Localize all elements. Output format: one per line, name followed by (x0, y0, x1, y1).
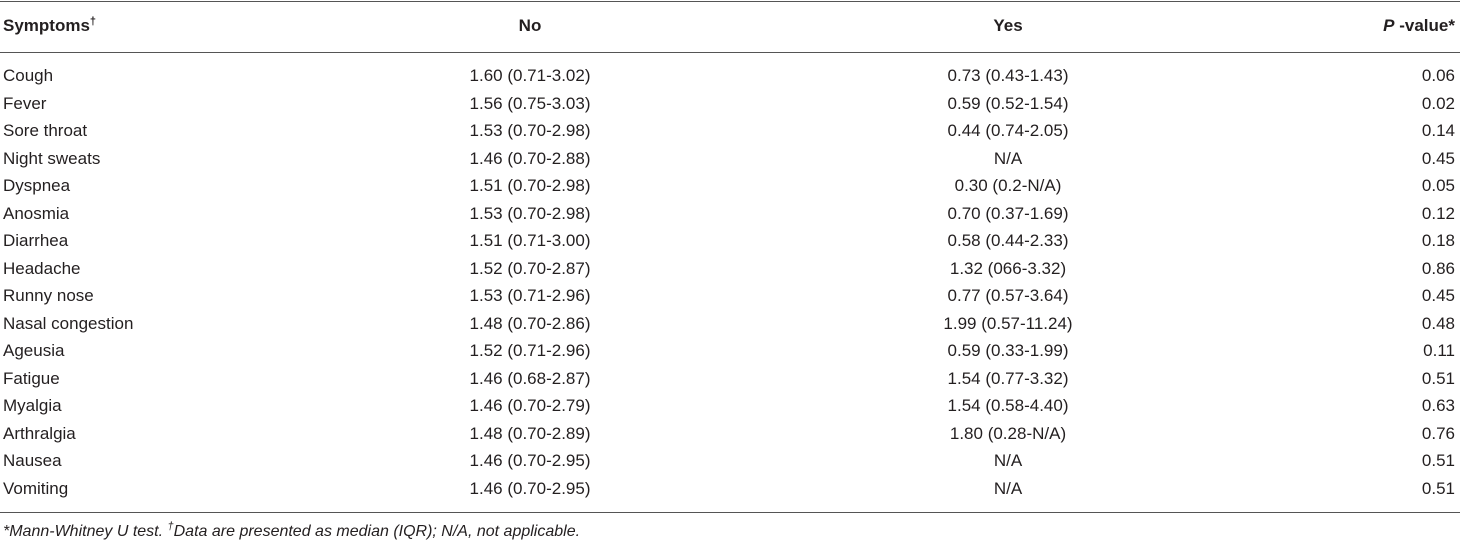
yes-cell: N/A (993, 148, 1023, 168)
pvalue-cell: 0.11 (1423, 341, 1455, 361)
footnote: *Mann-Whitney U test. †Data are presente… (3, 520, 581, 541)
no-cell: 1.48 (0.70-2.86) (469, 313, 591, 333)
top-rule (0, 1, 1460, 2)
symptom-cell: Anosmia (3, 203, 70, 223)
no-cell: 1.52 (0.70-2.87) (469, 258, 591, 278)
symptom-cell: Arthralgia (3, 423, 76, 443)
no-cell: 1.52 (0.71-2.96) (469, 341, 591, 361)
no-cell: 1.53 (0.71-2.96) (469, 286, 591, 306)
no-cell: 1.60 (0.71-3.02) (469, 66, 591, 85)
header-symptoms: Symptoms† (3, 16, 96, 36)
yes-cell: 0.58 (0.44-2.33) (947, 231, 1069, 251)
header-no: No (518, 16, 542, 35)
no-cell: 1.56 (0.75-3.03) (469, 93, 591, 113)
symptom-cell: Runny nose (3, 286, 94, 306)
symptom-cell: Fever (3, 93, 47, 113)
footnote-mark: † (167, 520, 174, 533)
pvalue-cell: 0.14 (1421, 121, 1455, 141)
header-yes: Yes (993, 16, 1023, 35)
header-mark: † (89, 15, 97, 28)
no-cell: 1.46 (0.70-2.95) (469, 478, 591, 498)
header-p: P (1383, 16, 1395, 35)
symptom-cell: Nausea (3, 451, 62, 471)
yes-cell: 1.80 (0.28-N/A) (949, 423, 1067, 443)
pvalue-cell: 0.45 (1421, 148, 1455, 168)
yes-cell: 0.70 (0.37-1.69) (947, 203, 1069, 223)
symptom-cell: Sore throat (3, 121, 88, 141)
yes-cell: 1.54 (0.58-4.40) (947, 396, 1069, 416)
pvalue-cell: 0.51 (1421, 478, 1455, 498)
pvalue-cell: 0.18 (1421, 231, 1455, 251)
pvalue-cell: 0.51 (1421, 451, 1455, 471)
no-cell: 1.46 (0.68-2.87) (469, 368, 591, 388)
footnote-text: Data are presented as median (IQR); N/A,… (173, 523, 581, 540)
yes-cell: 1.99 (0.57-11.24) (943, 313, 1073, 333)
pvalue-cell: 0.12 (1421, 203, 1455, 223)
pvalue-cell: 0.63 (1421, 396, 1455, 416)
symptom-cell: Ageusia (3, 341, 65, 361)
pvalue-cell: 0.51 (1421, 368, 1455, 388)
pvalue-cell: 0.48 (1421, 313, 1455, 333)
no-cell: 1.53 (0.70-2.98) (469, 203, 591, 223)
header-text: Symptoms (3, 16, 90, 35)
symptom-cell: Fatigue (3, 368, 60, 388)
symptom-cell: Dyspnea (3, 176, 71, 196)
no-cell: 1.53 (0.70-2.98) (469, 121, 591, 141)
no-cell: 1.48 (0.70-2.89) (469, 423, 591, 443)
yes-cell: 1.54 (0.77-3.32) (947, 368, 1069, 388)
yes-cell: 0.59 (0.52-1.54) (947, 93, 1069, 113)
pvalue-cell: 0.76 (1421, 423, 1455, 443)
pvalue-cell: 0.45 (1421, 286, 1455, 306)
symptom-cell: Diarrhea (3, 231, 69, 251)
header-text: -value* (1394, 16, 1455, 35)
yes-cell: 0.30 (0.2-N/A) (954, 176, 1062, 196)
no-cell: 1.46 (0.70-2.88) (469, 148, 591, 168)
yes-cell: 1.32 (066-3.32) (949, 258, 1067, 278)
no-cell: 1.46 (0.70-2.95) (469, 451, 591, 471)
yes-cell: N/A (993, 451, 1023, 471)
yes-cell: 0.73 (0.43-1.43) (947, 66, 1069, 85)
header-rule (0, 52, 1460, 53)
symptom-cell: Cough (3, 66, 54, 85)
symptom-cell: Headache (3, 258, 81, 278)
yes-cell: N/A (993, 478, 1023, 498)
pvalue-cell: 0.06 (1421, 66, 1455, 85)
yes-cell: 0.59 (0.33-1.99) (947, 341, 1069, 361)
header-pvalue: P -value* (1383, 16, 1455, 36)
bottom-rule (0, 512, 1460, 513)
pvalue-cell: 0.02 (1421, 93, 1455, 113)
symptom-cell: Night sweats (3, 148, 101, 168)
pvalue-cell: 0.05 (1421, 176, 1455, 196)
symptom-cell: Myalgia (3, 396, 62, 416)
no-cell: 1.51 (0.71-3.00) (469, 231, 591, 251)
no-cell: 1.51 (0.70-2.98) (469, 176, 591, 196)
yes-cell: 0.77 (0.57-3.64) (947, 286, 1069, 306)
pvalue-cell: 0.86 (1421, 258, 1455, 278)
footnote-text: *Mann-Whitney U test. (3, 523, 168, 540)
yes-cell: 0.44 (0.74-2.05) (947, 121, 1069, 141)
symptom-cell: Vomiting (3, 478, 69, 498)
symptom-cell: Nasal congestion (3, 313, 134, 333)
no-cell: 1.46 (0.70-2.79) (469, 396, 591, 416)
